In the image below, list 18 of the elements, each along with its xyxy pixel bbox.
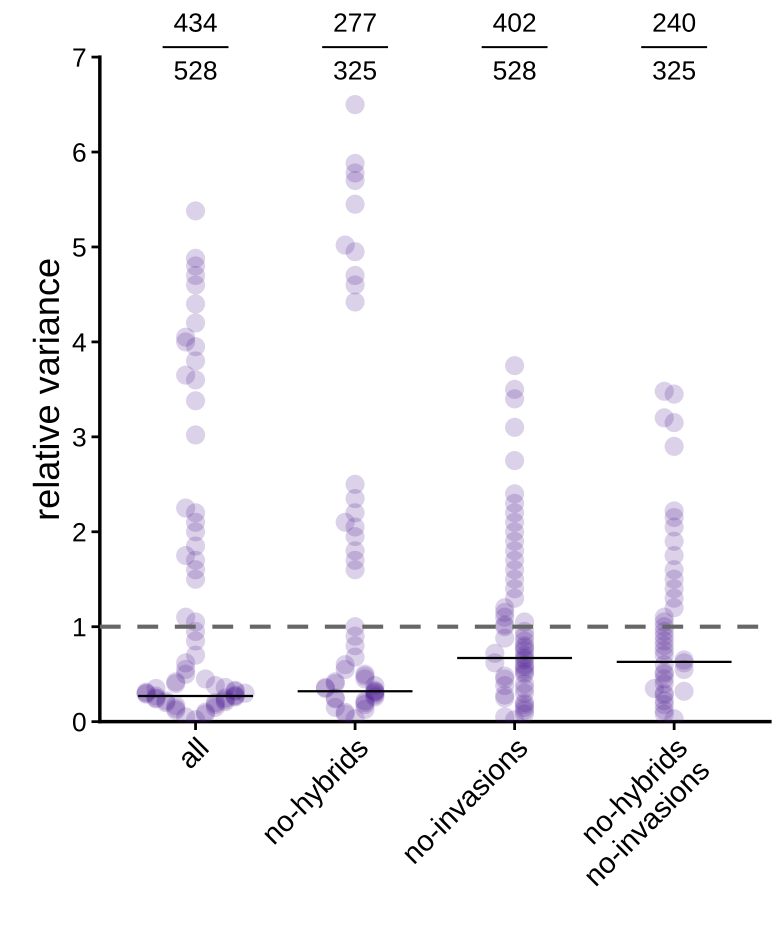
text: 402 <box>493 13 536 32</box>
y-tick-label: 7 <box>73 48 86 67</box>
y-axis-title: relative variance <box>32 260 60 518</box>
y-tick-label: 6 <box>73 143 86 162</box>
text: 240 <box>653 13 696 32</box>
text: 434 <box>174 13 217 32</box>
annotation: 528 <box>174 61 216 80</box>
annotation: 528 <box>494 61 536 80</box>
y-tick-label: 1 <box>74 618 86 636</box>
text: 277 <box>334 13 376 32</box>
annotation: 325 <box>653 61 696 80</box>
y-tick-label: 0 <box>73 712 86 732</box>
y-tick-label: 5 <box>73 238 86 257</box>
y-tick-label: 4 <box>72 333 86 352</box>
annotation: 325 <box>334 61 376 80</box>
y-tick-label: 3 <box>72 428 86 447</box>
y-tick-label: 2 <box>73 522 86 542</box>
x-tick-label: all <box>176 736 210 770</box>
